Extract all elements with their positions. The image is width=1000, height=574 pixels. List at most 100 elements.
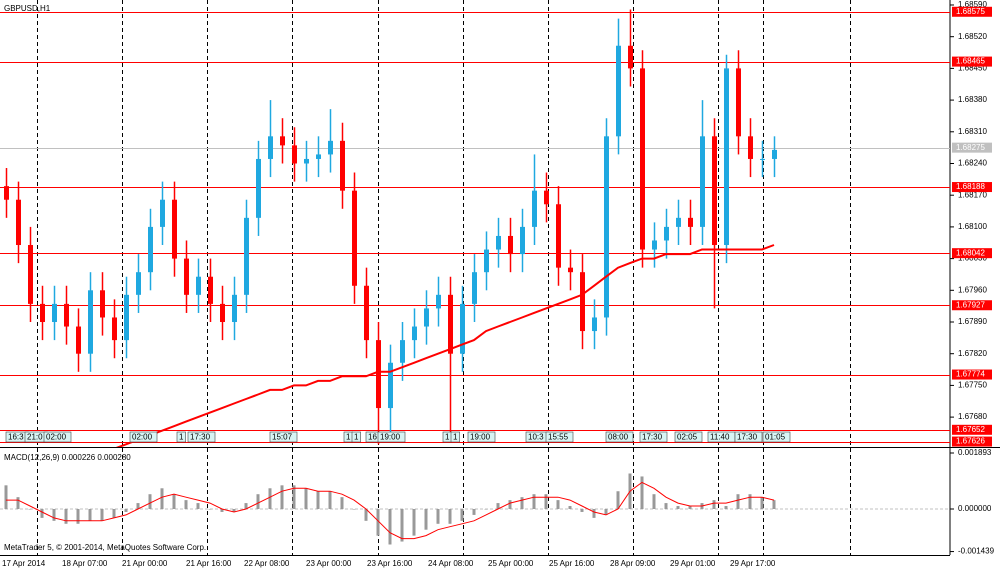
macd-bar: [472, 508, 476, 515]
event-box: [639, 431, 668, 443]
event-label: 15:55: [548, 433, 569, 442]
candle-body: [244, 217, 249, 295]
macd-bar: [112, 508, 116, 518]
candle-body: [484, 249, 489, 273]
macd-bar: [268, 488, 272, 509]
y-tick-label: 1.68520: [958, 32, 987, 41]
event-label: 19:00: [470, 433, 491, 442]
level-label-box: [952, 248, 992, 259]
candle-body: [76, 326, 81, 354]
macd-bar: [736, 494, 740, 509]
candle-body: [112, 317, 117, 341]
event-label: 17:30: [737, 433, 758, 442]
level-label-box: [952, 300, 992, 311]
macd-bar: [160, 488, 164, 509]
level-label-box: [952, 436, 992, 447]
price-panel: [0, 9, 950, 447]
footer: MetaTrader 5, © 2001-2014, MetaQuotes So…: [4, 543, 206, 552]
x-tick-label: 21 Apr 00:00: [122, 559, 168, 568]
y-tick-label: 1.68100: [958, 222, 987, 231]
macd-bar: [328, 491, 332, 509]
candle-body: [712, 136, 717, 246]
candle-body: [448, 294, 453, 354]
macd-bar: [88, 508, 92, 521]
candle-body: [196, 276, 201, 295]
candle-body: [40, 303, 45, 323]
macd-bar: [532, 494, 536, 509]
event-box: [269, 431, 298, 443]
macd-bar: [604, 508, 608, 515]
macd-bar: [208, 508, 212, 510]
event-label: 08:00: [608, 433, 629, 442]
candle-body: [568, 267, 573, 273]
candle-body: [148, 226, 153, 273]
level-label: 1.67652: [956, 425, 985, 434]
candle-body: [544, 190, 549, 205]
level-label: 1.68465: [956, 57, 985, 66]
macd-bar: [568, 506, 572, 509]
x-tick-label: 23 Apr 00:00: [306, 559, 352, 568]
event-label: 16:3: [8, 433, 24, 442]
event-label: 10:3: [528, 433, 544, 442]
macd-bar: [412, 508, 416, 536]
candle-body: [748, 136, 753, 159]
candle-body: [388, 362, 393, 409]
macd-bar: [448, 508, 452, 524]
candle-body: [736, 68, 741, 137]
candle-body: [556, 204, 561, 268]
candle-body: [460, 303, 465, 354]
event-label: 15:07: [272, 433, 293, 442]
candle-body: [232, 294, 237, 323]
candle-body: [508, 235, 513, 255]
macd-bar: [520, 497, 524, 509]
candle-body: [208, 276, 213, 304]
x-tick-label: 25 Apr 16:00: [549, 559, 595, 568]
x-tick-label: 25 Apr 00:00: [488, 559, 534, 568]
macd-bar: [124, 508, 128, 512]
candle-body: [160, 199, 165, 227]
macd-bar: [352, 508, 356, 510]
macd-y-tick-label: 0.001893: [958, 448, 992, 457]
event-label: 1: [354, 433, 359, 442]
candle-body: [400, 340, 405, 363]
macd-bar: [100, 508, 104, 521]
candle-body: [16, 199, 21, 246]
level-label: 1.68042: [956, 248, 985, 257]
level-label-box: [952, 424, 992, 435]
candle-body: [724, 68, 729, 246]
candle-body: [280, 136, 285, 146]
macd-bar: [136, 503, 140, 509]
macd-bar: [52, 508, 56, 521]
macd-bar: [40, 508, 44, 518]
event-label: 1: [179, 433, 184, 442]
event-box: [674, 431, 703, 443]
macd-bar: [376, 508, 380, 536]
level-label: 1.68188: [956, 182, 985, 191]
y-tick-label: 1.68240: [958, 159, 987, 168]
event-box: [450, 431, 460, 443]
event-label: 01:05: [765, 433, 786, 442]
candle-body: [664, 226, 669, 241]
macd-bar: [292, 485, 296, 509]
macd-bar: [580, 508, 584, 512]
y-tick-label: 1.67960: [958, 285, 987, 294]
x-tick-label: 17 Apr 2014: [2, 559, 46, 568]
macd-bar: [232, 508, 236, 512]
macd-bar: [304, 488, 308, 509]
macd-bar: [172, 494, 176, 509]
x-tick-label: 22 Apr 08:00: [244, 559, 290, 568]
macd-bar: [616, 491, 620, 509]
level-label-box: [952, 182, 992, 193]
candle-body: [376, 340, 381, 409]
y-tick-label: 1.68590: [958, 0, 987, 9]
macd-bar: [184, 500, 188, 509]
macd-bar: [256, 494, 260, 509]
macd-bar: [592, 508, 596, 518]
macd-bar: [364, 508, 368, 521]
macd-bar: [484, 508, 488, 510]
macd-bar: [16, 497, 20, 509]
macd-bar: [244, 503, 248, 509]
candle-body: [424, 308, 429, 327]
macd-bar: [76, 508, 80, 524]
